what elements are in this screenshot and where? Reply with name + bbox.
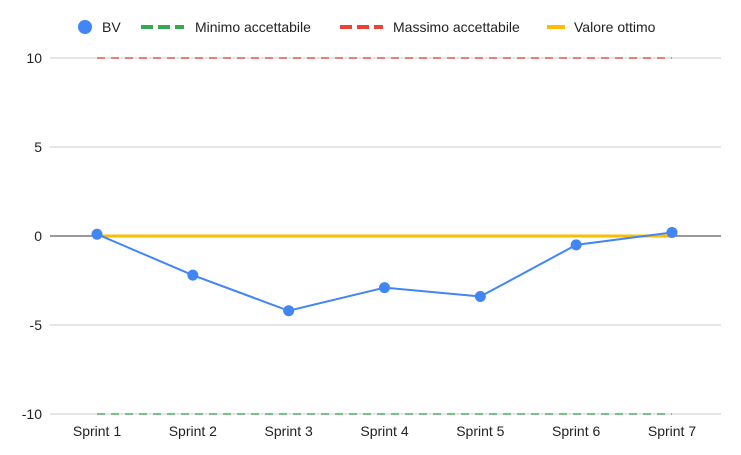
x-tick-label: Sprint 4 (360, 423, 408, 439)
y-tick-label: -10 (22, 406, 42, 422)
x-axis: Sprint 1 Sprint 2 Sprint 3 Sprint 4 Sprint 5… (73, 423, 696, 439)
y-tick-label: 5 (34, 139, 42, 155)
legend-marker-bv (78, 20, 92, 34)
x-tick-label: Sprint 5 (456, 423, 504, 439)
data-point-bv (570, 239, 582, 251)
data-point-bv (379, 282, 390, 294)
data-point-bv (91, 228, 103, 240)
data-point-bv (474, 291, 486, 303)
legend-label: Valore ottimo (574, 19, 656, 35)
legend-label: Minimo accettabile (195, 19, 311, 35)
y-tick-label: 10 (26, 50, 42, 66)
y-axis: 10 5 0 -5 -10 (22, 50, 42, 422)
x-tick-label: Sprint 1 (73, 423, 121, 439)
x-tick-label: Sprint 7 (648, 423, 696, 439)
x-tick-label: Sprint 3 (265, 423, 313, 439)
legend-label: Massimo accettabile (393, 19, 520, 35)
y-tick-label: 0 (34, 228, 42, 244)
legend: BV Minimo accettabile Massimo accettabile V… (78, 19, 656, 35)
series-layer (91, 57, 678, 415)
x-tick-label: Sprint 6 (552, 423, 600, 439)
data-point-bv (283, 305, 295, 317)
series-line-bv (96, 231, 673, 312)
y-tick-label: -5 (30, 317, 43, 333)
data-point-bv (187, 269, 199, 281)
data-point-bv (666, 226, 678, 238)
legend-label: BV (102, 19, 121, 35)
x-tick-label: Sprint 2 (169, 423, 217, 439)
